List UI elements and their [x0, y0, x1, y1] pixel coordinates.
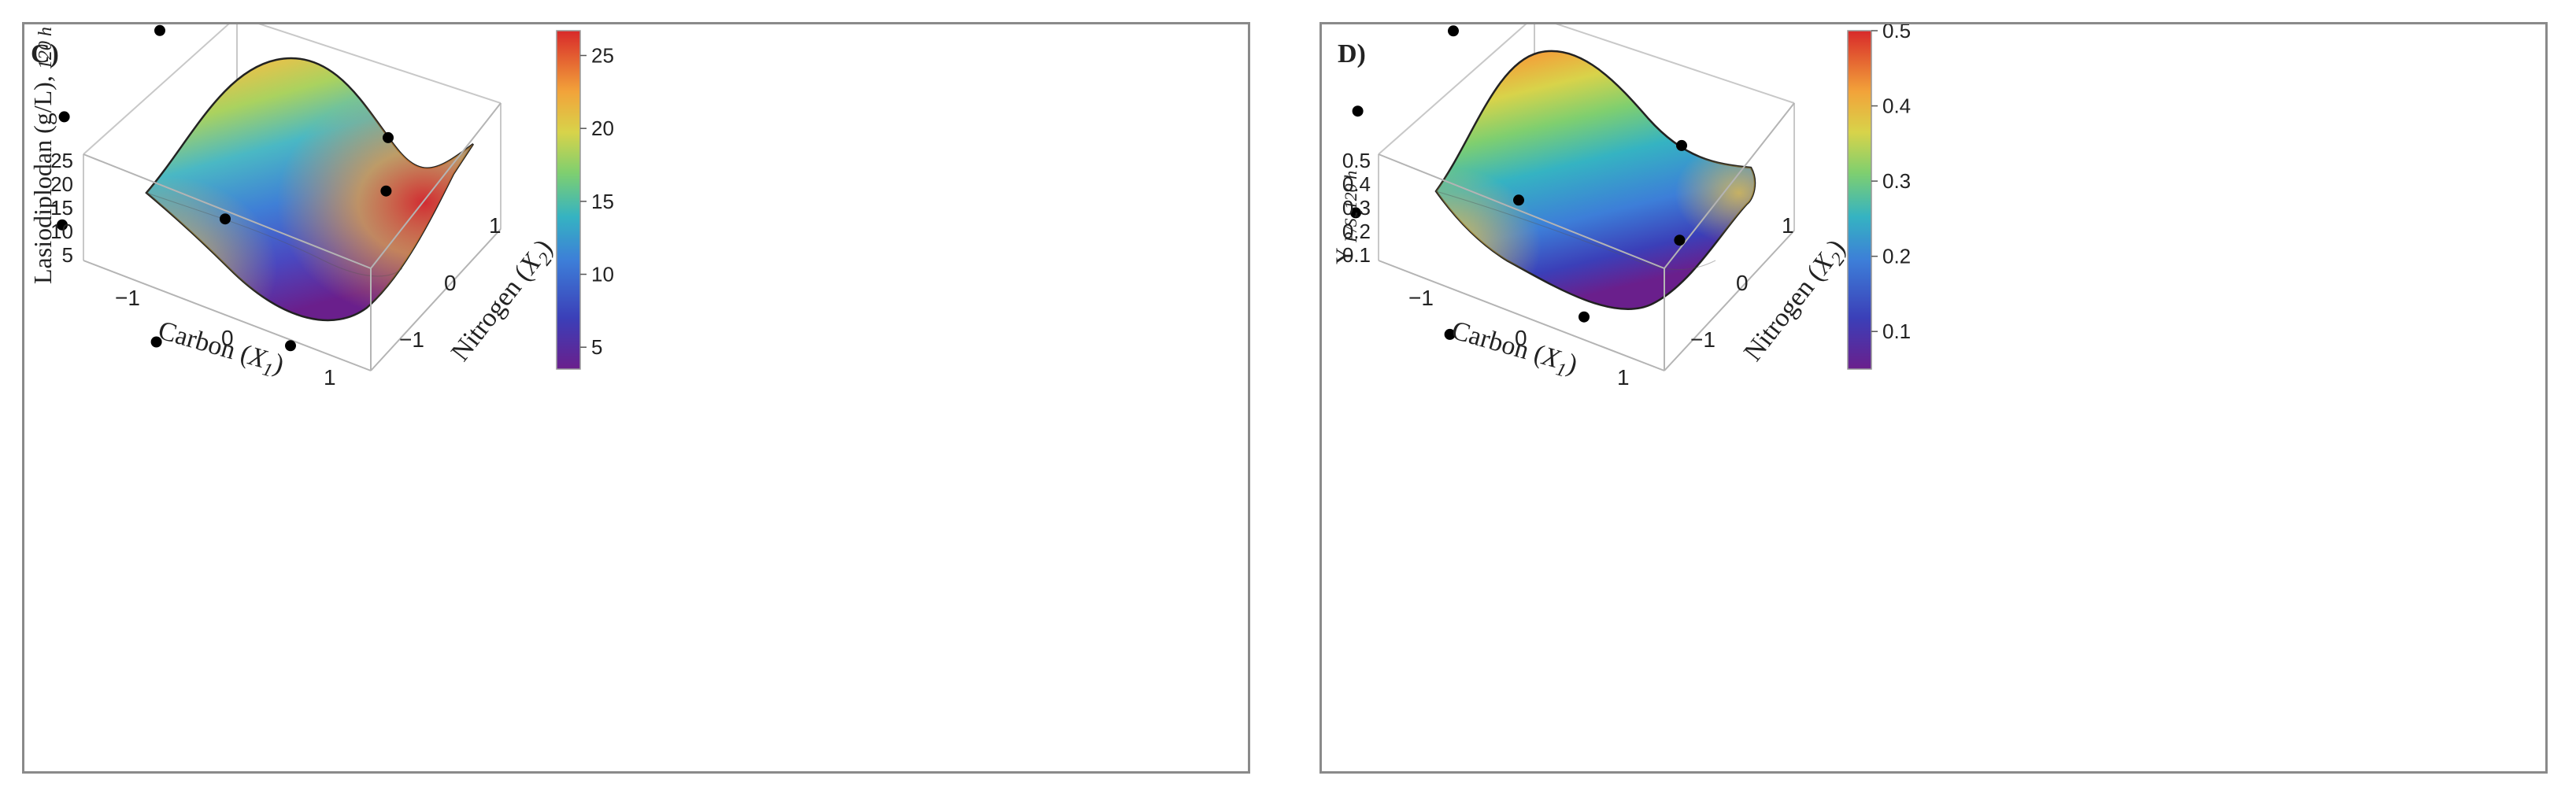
z-tick: 0.3 — [1342, 196, 1371, 220]
colorbar-c: 25 20 15 10 5 — [556, 30, 614, 370]
colorbar-tick-label: 25 — [591, 44, 614, 68]
design-point — [1448, 25, 1459, 37]
surface-plot-d: 0.5 0.4 0.3 0.2 0.1 −1 0 1 −1 0 1 D) Y P… — [1331, 24, 1911, 390]
design-point — [1352, 105, 1364, 117]
x-tick: 1 — [1617, 365, 1630, 390]
y-axis-label-main: Nitrogen ( — [446, 261, 537, 367]
design-points-d — [1350, 25, 1687, 340]
design-point — [58, 111, 70, 123]
design-point — [1676, 139, 1687, 151]
colorbar-tick-label: 0.4 — [1882, 94, 1911, 118]
y-axis-label-c: Nitrogen (X2) — [446, 235, 562, 370]
colorbar-tick-label: 5 — [591, 335, 602, 359]
z-axis-label-main: Y — [1331, 248, 1357, 264]
colorbar-gradient — [556, 30, 581, 370]
x-axis-label-main: Carbon ( — [1449, 316, 1547, 370]
design-point — [220, 213, 231, 225]
panel-label-c: C) — [31, 39, 59, 68]
bounding-box-back — [83, 24, 502, 260]
colorbar-d: 0.5 0.4 0.3 0.2 0.1 — [1847, 24, 1911, 370]
bounding-box-front — [1378, 102, 1795, 371]
y-tick: 0 — [444, 271, 457, 295]
z-tick: 15 — [50, 196, 73, 220]
x-axis-label-main: Carbon ( — [155, 316, 254, 370]
design-point — [380, 185, 392, 197]
z-axis-label-c: Lasiodiplodan (g/L), 120 h — [28, 27, 57, 284]
z-axis-label-sub: P/S, 120 h — [1341, 171, 1360, 243]
colorbar-tick-label: 15 — [591, 190, 614, 213]
chart-panel-c: 25 20 15 10 5 −1 0 1 −1 0 1 C) Lasiodipl… — [22, 22, 1250, 774]
response-surface-d — [1434, 50, 1756, 311]
colorbar-tick-label: 0.1 — [1882, 320, 1911, 343]
colorbar-tick-label: 0.3 — [1882, 169, 1911, 193]
design-point — [383, 131, 394, 143]
y-tick: 1 — [1782, 213, 1794, 238]
response-surface-c — [145, 57, 475, 322]
x-axis-label-d: Carbon (X1) — [1447, 316, 1581, 384]
z-axis-label-sub: 120 h — [35, 27, 56, 69]
z-axis-ticks-d: 0.5 0.4 0.3 0.2 0.1 — [1342, 149, 1371, 267]
design-point — [1674, 235, 1686, 246]
z-tick: 0.4 — [1342, 172, 1371, 196]
design-point — [154, 24, 165, 36]
x-tick: 0 — [1515, 326, 1527, 350]
z-tick: 0.2 — [1342, 220, 1371, 243]
z-tick: 20 — [50, 172, 73, 196]
z-axis-label-main: Lasiodiplodan (g/L), — [28, 76, 57, 284]
design-points-c — [57, 24, 394, 352]
z-tick: 0.5 — [1342, 149, 1371, 172]
x-tick: −1 — [1408, 286, 1434, 310]
bounding-box-front — [83, 102, 502, 371]
x-axis-label-c: Carbon (X1) — [154, 316, 287, 384]
z-tick: 0.1 — [1342, 243, 1371, 267]
y-tick: −1 — [1690, 327, 1715, 352]
z-axis-ticks-c: 25 20 15 10 5 — [50, 149, 73, 267]
x-tick: 1 — [324, 365, 336, 390]
x-tick: 0 — [221, 326, 234, 350]
colorbar-tick-label: 20 — [591, 116, 614, 140]
z-tick: 10 — [50, 220, 73, 243]
y-axis-label-main: Nitrogen ( — [1738, 261, 1830, 367]
y-axis-label-d: Nitrogen (X2) — [1738, 235, 1855, 370]
design-point — [1444, 328, 1456, 340]
surface-plot-c: 25 20 15 10 5 −1 0 1 −1 0 1 C) Lasiodipl… — [28, 24, 614, 390]
design-point — [285, 340, 296, 352]
y-axis-ticks-c: −1 0 1 — [399, 213, 502, 352]
x-tick: −1 — [115, 286, 140, 310]
panel-label-d: D) — [1338, 39, 1366, 68]
colorbar-tick-label: 0.5 — [1882, 24, 1911, 42]
design-point — [1350, 207, 1361, 219]
y-tick: −1 — [399, 327, 424, 352]
x-axis-ticks-d: −1 0 1 — [1408, 286, 1630, 390]
z-tick: 25 — [50, 149, 73, 172]
y-tick: 0 — [1736, 271, 1749, 295]
z-axis-label-d: Y P/S, 120 h — [1331, 171, 1360, 264]
design-point — [1513, 194, 1524, 206]
colorbar-tick-label: 10 — [591, 263, 614, 286]
y-tick: 1 — [489, 213, 502, 238]
chart-panel-d: 0.5 0.4 0.3 0.2 0.1 −1 0 1 −1 0 1 D) Y P… — [1319, 22, 2548, 774]
design-point — [1579, 311, 1590, 323]
y-axis-ticks-d: −1 0 1 — [1690, 213, 1794, 352]
z-tick: 5 — [62, 243, 73, 267]
design-point — [57, 219, 68, 231]
colorbar-ticks-d: 0.5 0.4 0.3 0.2 0.1 — [1871, 24, 1911, 343]
colorbar-gradient — [1847, 30, 1872, 370]
x-axis-ticks-c: −1 0 1 — [115, 286, 336, 390]
design-point — [150, 336, 162, 348]
colorbar-ticks-c: 25 20 15 10 5 — [580, 44, 614, 359]
colorbar-tick-label: 0.2 — [1882, 245, 1911, 268]
